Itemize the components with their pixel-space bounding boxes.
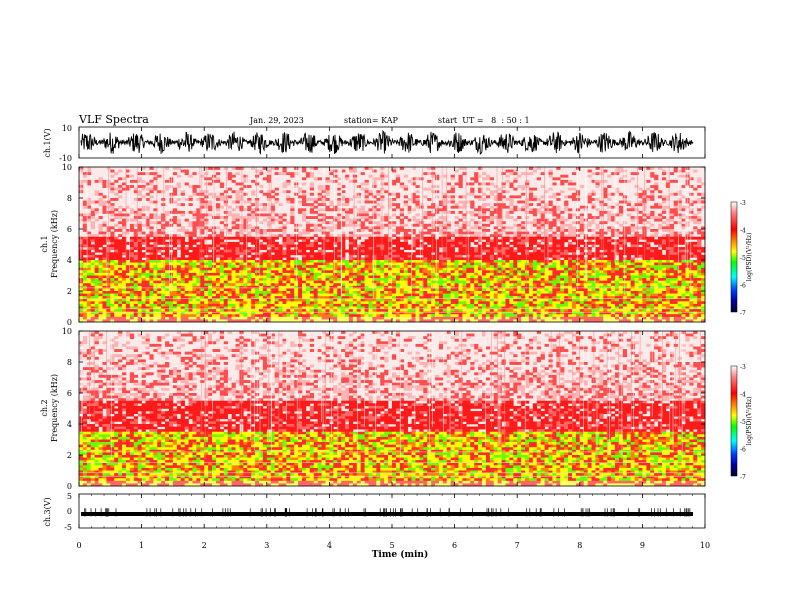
- colorbar-tick-label: -3: [740, 364, 746, 371]
- spectrogram-ytick-label: 4: [67, 420, 72, 429]
- x-axis-tick-label: 3: [264, 541, 269, 550]
- x-axis-tick-label: 5: [389, 541, 394, 550]
- colorbar-tick-label: -6: [740, 447, 746, 454]
- ch1-ytick-top: 10: [62, 124, 72, 133]
- colorbar-tick-label: -7: [740, 474, 746, 481]
- x-axis-tick-label: 4: [327, 541, 332, 550]
- colorbar-tick-label: -5: [740, 419, 746, 426]
- spectrogram-ytick-label: 0: [67, 318, 72, 327]
- date-label: Jan. 29, 2023: [249, 116, 304, 125]
- ch3-ytick-bottom: -5: [64, 523, 72, 532]
- colorbar-tick-label: -4: [740, 228, 746, 235]
- ch1-spectrogram-ylabel-ch: ch.1: [40, 235, 49, 252]
- ch1-colorbar: -3 -4 -5 -6 -7 log(PSD)(V²/Hz): [730, 200, 753, 317]
- x-axis-tick-label: 6: [452, 541, 457, 550]
- spectrogram-ytick-label: 2: [67, 287, 72, 296]
- ch2-spectrogram-panel: 0 2 4 6 8 10 ch.2 Frequency (kHz): [40, 327, 706, 491]
- x-axis-tick-label: 0: [76, 541, 81, 550]
- ch3-ytick-top: 5: [67, 492, 72, 501]
- ch3-waveform-line: [81, 508, 693, 517]
- ch3-waveform-ylabel: ch.3(V): [43, 497, 52, 526]
- x-axis-tick-label: 1: [139, 541, 144, 550]
- spectrogram-ytick-label: 10: [62, 163, 72, 172]
- ch1-spectrogram-panel: 0 2 4 6 8 10 ch.1 Frequency (kHz): [40, 163, 706, 327]
- ch3-waveform-panel: 5 0 -5 ch.3(V): [43, 492, 706, 532]
- figure-title: VLF Spectra: [78, 113, 149, 126]
- ch2-spectrogram-yticks: 0 2 4 6 8 10: [62, 327, 705, 491]
- ch3-ytick-mid: 0: [67, 507, 72, 516]
- x-axis-tick-label: 10: [700, 541, 710, 550]
- spectrogram-ytick-label: 4: [67, 256, 72, 265]
- spectrogram-ytick-label: 8: [67, 194, 72, 203]
- ch1-waveform-line: [80, 129, 694, 155]
- colorbar-label: log(PSD)(V²/Hz): [746, 233, 753, 282]
- ch2-spectrogram-image: [79, 331, 706, 487]
- spectrogram-ytick-label: 6: [67, 225, 72, 234]
- ch2-spectrogram-ylabel-ch: ch.2: [40, 399, 49, 416]
- ch1-waveform-panel: 10 -10 ch.1(V): [43, 124, 706, 163]
- x-axis-tick-label: 7: [515, 541, 520, 550]
- x-axis-tick-label: 9: [640, 541, 645, 550]
- x-axis-tick-label: 8: [577, 541, 582, 550]
- spectrogram-ytick-label: 2: [67, 451, 72, 460]
- colorbar-gradient: [730, 201, 738, 313]
- spectrogram-ytick-label: 8: [67, 358, 72, 367]
- spectrogram-ytick-label: 0: [67, 482, 72, 491]
- ch1-spectrogram-image: [79, 167, 706, 323]
- colorbar-tick-label: -4: [740, 392, 746, 399]
- ch1-spectrogram-yticks: 0 2 4 6 8 10: [62, 163, 705, 327]
- colorbar-label: log(PSD)(V²/Hz): [746, 397, 753, 446]
- x-axis-label: Time (min): [372, 549, 429, 560]
- ch2-colorbar: -3 -4 -5 -6 -7 log(PSD)(V²/Hz): [730, 364, 753, 481]
- start-ut-label: start UT = 8 : 50 : 1: [438, 116, 530, 125]
- ch2-spectrogram-ylabel-freq: Frequency (kHz): [50, 374, 59, 442]
- ch1-ytick-bottom: -10: [59, 154, 72, 163]
- x-axis-tick-label: 2: [202, 541, 207, 550]
- x-axis-ticks: 0 1 2 3 4 5 6 7 8 9 10: [76, 127, 710, 550]
- colorbar-tick-label: -7: [740, 310, 746, 317]
- spectrogram-ytick-label: 10: [62, 327, 72, 336]
- ch1-waveform-ylabel: ch.1(V): [43, 128, 52, 157]
- colorbar-tick-label: -6: [740, 283, 746, 290]
- station-label: station= KAP: [344, 116, 399, 125]
- spectrogram-ytick-label: 6: [67, 389, 72, 398]
- colorbar-tick-label: -3: [740, 200, 746, 207]
- colorbar-gradient: [730, 365, 738, 477]
- ch1-spectrogram-ylabel-freq: Frequency (kHz): [50, 210, 59, 278]
- colorbar-tick-label: -5: [740, 255, 746, 262]
